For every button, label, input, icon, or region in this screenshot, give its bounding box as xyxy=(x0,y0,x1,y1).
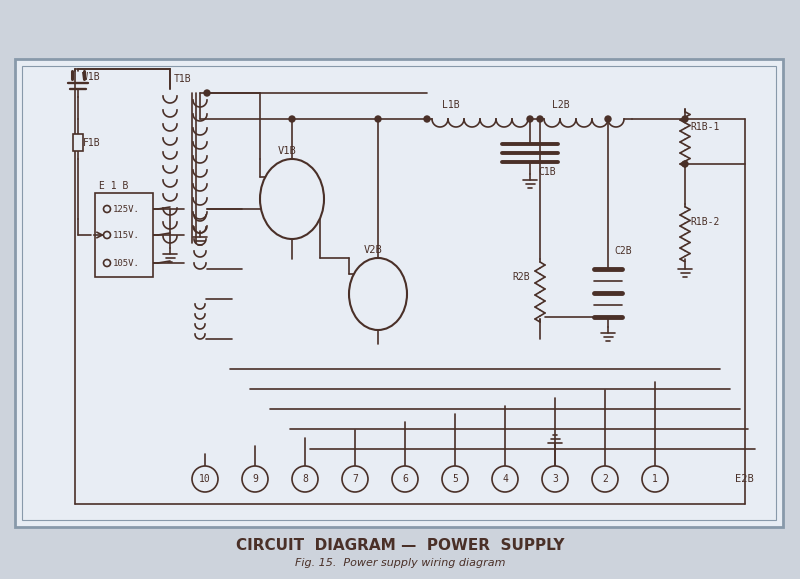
Circle shape xyxy=(605,116,611,122)
Text: 10: 10 xyxy=(199,474,211,484)
Text: E2B: E2B xyxy=(735,474,754,484)
Text: R1B-2: R1B-2 xyxy=(690,217,719,227)
Circle shape xyxy=(592,466,618,492)
Text: 1: 1 xyxy=(652,474,658,484)
Circle shape xyxy=(292,466,318,492)
Bar xyxy=(73,134,83,151)
Circle shape xyxy=(103,232,110,239)
Bar xyxy=(95,193,153,277)
Bar xyxy=(22,66,776,520)
Ellipse shape xyxy=(349,258,407,330)
Text: E 1 B: E 1 B xyxy=(99,181,128,191)
Circle shape xyxy=(542,466,568,492)
Circle shape xyxy=(682,161,688,167)
Circle shape xyxy=(103,259,110,266)
Text: 115V.: 115V. xyxy=(113,230,140,240)
Text: R2B: R2B xyxy=(512,272,530,282)
Circle shape xyxy=(442,466,468,492)
Circle shape xyxy=(527,116,533,122)
Text: 6: 6 xyxy=(402,474,408,484)
Text: V1B: V1B xyxy=(278,146,297,156)
Circle shape xyxy=(192,466,218,492)
Circle shape xyxy=(424,116,430,122)
Text: V2B: V2B xyxy=(364,245,382,255)
Circle shape xyxy=(242,466,268,492)
Text: F1B: F1B xyxy=(83,138,101,148)
Circle shape xyxy=(642,466,668,492)
Circle shape xyxy=(492,466,518,492)
Text: 7: 7 xyxy=(352,474,358,484)
Circle shape xyxy=(682,116,688,122)
Circle shape xyxy=(537,116,543,122)
Circle shape xyxy=(289,116,295,122)
Text: 8: 8 xyxy=(302,474,308,484)
Circle shape xyxy=(103,206,110,212)
Text: 2: 2 xyxy=(602,474,608,484)
Text: 5: 5 xyxy=(452,474,458,484)
Text: W1B: W1B xyxy=(82,72,100,82)
Text: L2B: L2B xyxy=(552,100,570,110)
Text: CIRCUIT  DIAGRAM —  POWER  SUPPLY: CIRCUIT DIAGRAM — POWER SUPPLY xyxy=(236,537,564,552)
Text: C1B: C1B xyxy=(538,167,556,177)
Text: L1B: L1B xyxy=(442,100,460,110)
Text: 105V.: 105V. xyxy=(113,258,140,267)
Circle shape xyxy=(342,466,368,492)
Circle shape xyxy=(375,116,381,122)
Ellipse shape xyxy=(260,159,324,239)
Text: 125V.: 125V. xyxy=(113,204,140,214)
Text: C2B: C2B xyxy=(614,246,632,256)
Circle shape xyxy=(392,466,418,492)
Text: 3: 3 xyxy=(552,474,558,484)
Circle shape xyxy=(204,90,210,96)
Text: T1B: T1B xyxy=(174,74,192,84)
Text: Fig. 15.  Power supply wiring diagram: Fig. 15. Power supply wiring diagram xyxy=(294,558,506,568)
Text: 4: 4 xyxy=(502,474,508,484)
Text: R1B-1: R1B-1 xyxy=(690,122,719,132)
Bar xyxy=(15,59,783,527)
Text: 9: 9 xyxy=(252,474,258,484)
